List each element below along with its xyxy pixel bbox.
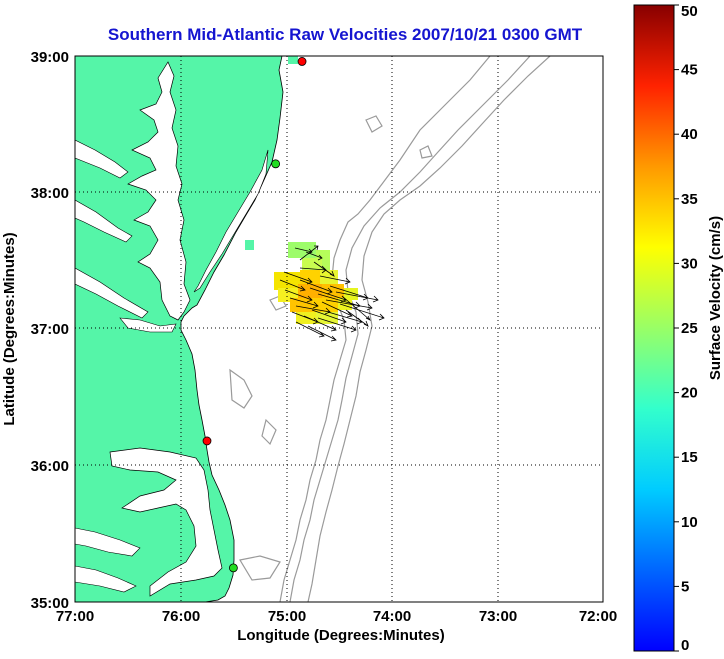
x-tick-label: 74:00 xyxy=(373,608,411,625)
colorbar-ticks: 0 5 10 15 20 25 30 35 40 45 50 xyxy=(674,3,698,654)
station-marker xyxy=(202,436,212,446)
plot-frame xyxy=(74,55,604,603)
x-axis-label: Longitude (Degrees:Minutes) xyxy=(237,627,445,644)
colorbar-tick-label: 15 xyxy=(681,449,698,466)
colorbar-tick-label: 20 xyxy=(681,385,698,402)
colorbar-tick-label: 5 xyxy=(681,578,689,595)
y-tick-label: 36:00 xyxy=(31,458,69,475)
y-tick-label: 39:00 xyxy=(31,49,69,66)
colorbar: 0 5 10 15 20 25 30 35 40 45 50 Surface Velocity (c… xyxy=(633,3,724,654)
colorbar-tick-label: 40 xyxy=(681,126,698,143)
plot-area xyxy=(75,56,603,602)
colorbar-tick-label: 10 xyxy=(681,514,698,531)
y-tick-labels: 39:00 38:00 37:00 36:00 35:00 xyxy=(31,49,69,612)
colorbar-tick-label: 35 xyxy=(681,191,698,208)
y-tick-label: 37:00 xyxy=(31,321,69,338)
x-tick-label: 75:00 xyxy=(268,608,306,625)
station-marker xyxy=(297,57,307,66)
x-tick-labels: 77:00 76:00 75:00 74:00 73:00 72:00 xyxy=(56,608,617,625)
hf-radar-stations xyxy=(202,57,307,573)
x-tick-label: 72:00 xyxy=(579,608,617,625)
colorbar-tick-label: 50 xyxy=(681,3,698,20)
bathymetry-contours xyxy=(229,56,551,602)
colorbar-gradient xyxy=(633,4,675,652)
y-tick-label: 38:00 xyxy=(31,185,69,202)
colorbar-tick-label: 0 xyxy=(681,637,689,654)
velocity-arrows xyxy=(279,245,385,342)
colorbar-tick-label: 25 xyxy=(681,320,698,337)
grid-lines xyxy=(75,56,603,602)
pamlico-sound xyxy=(109,447,223,597)
y-tick-label: 35:00 xyxy=(31,595,69,612)
x-tick-label: 73:00 xyxy=(479,608,517,625)
chart-title: Southern Mid-Atlantic Raw Velocities 200… xyxy=(108,25,583,44)
x-tick-label: 76:00 xyxy=(162,608,200,625)
station-marker xyxy=(228,563,238,573)
station-marker xyxy=(271,159,281,169)
colorbar-tick-label: 30 xyxy=(681,255,698,272)
chesapeake-bay xyxy=(127,61,191,321)
colorbar-label: Surface Velocity (cm/s) xyxy=(707,216,724,380)
y-axis-label: Latitude (Degrees:Minutes) xyxy=(1,232,18,425)
colorbar-tick-label: 45 xyxy=(681,62,698,79)
x-tick-label: 77:00 xyxy=(56,608,94,625)
